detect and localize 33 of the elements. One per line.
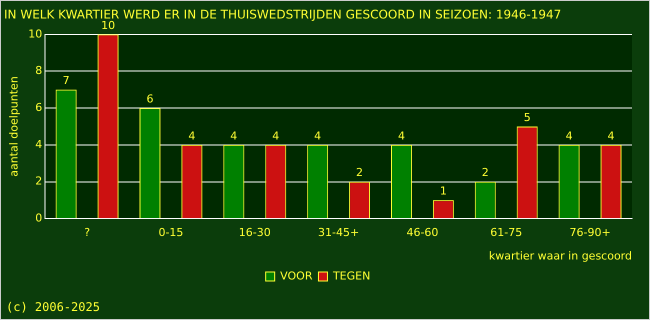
y-tick-label: 0 [35,211,42,224]
data-label: 4 [272,129,280,142]
legend-label: TEGEN [332,269,370,282]
data-label: 4 [188,129,196,142]
x-axis-title: kwartier waar in gescoord [488,249,632,262]
data-label: 2 [356,166,364,180]
y-tick-label: 8 [35,64,42,78]
legend-label: VOOR [280,269,313,282]
x-tick-label: 31-45+ [318,226,360,240]
y-tick-label: 6 [35,100,42,114]
x-tick-label: 46-60 [406,226,438,240]
x-tick-label: 0-15 [158,226,184,240]
x-tick-label: ? [84,226,90,240]
data-label: 1 [440,184,447,198]
x-tick-label: 16-30 [238,226,271,240]
data-label: 5 [524,110,531,124]
data-label: 10 [101,18,116,32]
y-axis-title: aantal doelpunten [7,76,20,177]
data-label: 2 [482,166,489,180]
data-label: 4 [230,129,238,142]
x-tick-label: 61-75 [490,226,522,240]
chart-title: IN WELK KWARTIER WERD ER IN DE THUISWEDSTRIJDEN GESCOORD IN SEIZOEN: 1946-1947 [4,7,562,22]
y-tick-label: 2 [35,174,42,188]
y-tick-label: 4 [35,138,42,151]
y-tick-label: 10 [28,27,42,40]
data-label: 4 [608,129,615,142]
data-label: 7 [62,74,70,88]
data-label: 4 [398,129,405,142]
data-label: 6 [146,92,154,106]
data-label: 4 [314,129,322,142]
x-tick-label: 76-90+ [569,226,611,240]
text: (c) 2006-2025 [6,300,100,314]
data-label: 4 [566,129,573,142]
